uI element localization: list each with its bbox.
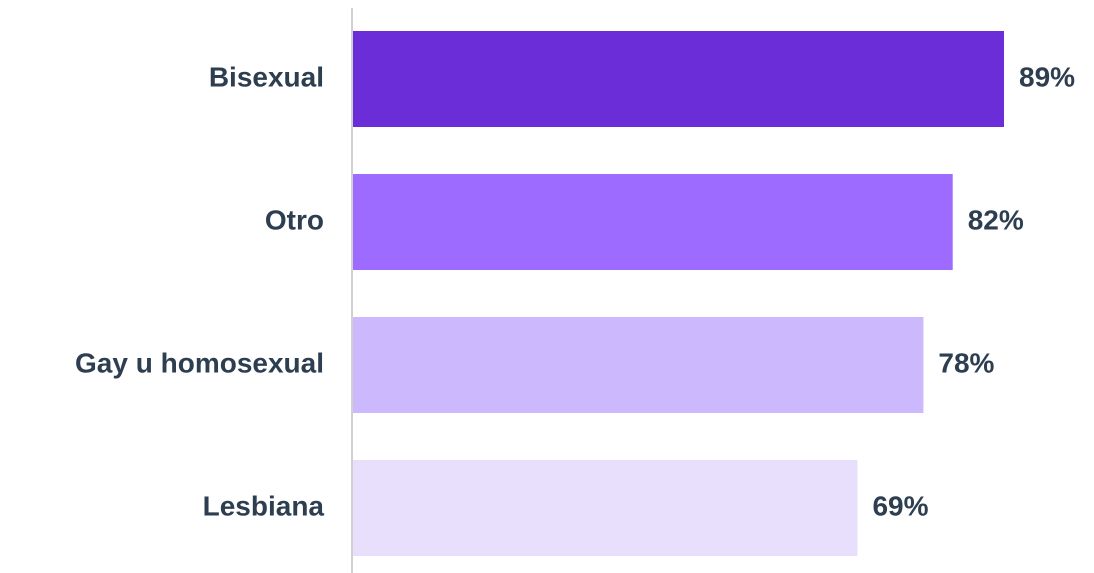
value-label: 89% (1019, 61, 1075, 92)
value-label: 82% (968, 204, 1024, 235)
bar (353, 174, 953, 270)
category-label: Otro (265, 204, 324, 235)
value-label: 69% (872, 490, 928, 521)
bar (353, 31, 1004, 127)
category-label: Gay u homosexual (75, 347, 324, 378)
bar (353, 460, 858, 556)
category-label: Lesbiana (203, 490, 325, 521)
value-label: 78% (938, 347, 994, 378)
bar (353, 317, 924, 413)
category-label: Bisexual (209, 61, 324, 92)
